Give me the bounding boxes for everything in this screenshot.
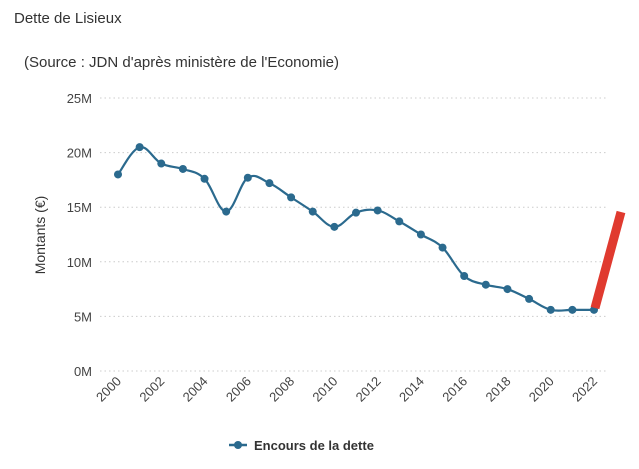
- x-tick-label: 2012: [353, 374, 384, 405]
- x-tick-label: 2018: [483, 374, 514, 405]
- y-tick-label: 25M: [67, 91, 92, 106]
- x-tick-label: 2002: [136, 374, 167, 405]
- x-tick-label: 2016: [439, 374, 470, 405]
- data-point: [200, 174, 209, 183]
- y-tick-label: 15M: [67, 200, 92, 215]
- x-tick-label: 2000: [93, 374, 124, 405]
- series-line-path: [117, 146, 594, 312]
- y-axis-ticks: 0M 5M 10M 15M 20M 25M: [67, 91, 92, 379]
- data-point: [503, 285, 512, 294]
- data-point: [222, 207, 231, 216]
- y-tick-label: 0M: [74, 364, 92, 379]
- chart-subtitle: (Source : JDN d'après ministère de l'Eco…: [24, 54, 340, 71]
- data-point: [568, 305, 577, 314]
- data-point: [243, 173, 252, 182]
- x-tick-label: 2010: [309, 374, 340, 405]
- y-tick-label: 20M: [67, 146, 92, 161]
- y-tick-label: 5M: [74, 309, 92, 324]
- data-point: [460, 271, 469, 280]
- chart-title: Dette de Lisieux: [14, 10, 122, 27]
- x-tick-label: 2006: [223, 374, 254, 405]
- x-tick-label: 2022: [569, 374, 600, 405]
- data-point: [373, 206, 382, 215]
- legend-dot-icon: [234, 441, 242, 449]
- grid-lines: [100, 97, 606, 372]
- legend: Encours de la dette: [229, 438, 374, 453]
- data-point: [330, 222, 339, 231]
- data-point: [438, 243, 447, 252]
- x-axis-ticks: 2000 2002 2004 2006 2008 2010 2012 2014 2016 2018…: [93, 374, 600, 405]
- series-line: [117, 146, 594, 312]
- data-point: [157, 159, 166, 168]
- x-tick-label: 2008: [266, 374, 297, 405]
- red-trend-marker: [590, 210, 626, 310]
- x-tick-label: 2004: [180, 374, 211, 405]
- series-points: [114, 143, 598, 314]
- x-tick-label: 2014: [396, 374, 427, 405]
- data-point: [352, 208, 360, 217]
- data-point: [525, 294, 534, 303]
- x-tick-label: 2020: [526, 374, 557, 405]
- y-tick-label: 10M: [67, 255, 92, 270]
- data-point: [178, 164, 187, 173]
- data-point: [114, 170, 122, 179]
- data-point: [395, 217, 404, 226]
- legend-label: Encours de la dette: [254, 438, 374, 453]
- data-point: [308, 207, 317, 216]
- data-point: [287, 193, 296, 202]
- y-axis-label: Montants (€): [32, 196, 48, 275]
- data-point: [416, 230, 425, 239]
- data-point: [481, 280, 490, 289]
- data-point: [135, 143, 144, 152]
- data-point: [546, 305, 555, 314]
- data-point: [265, 179, 274, 188]
